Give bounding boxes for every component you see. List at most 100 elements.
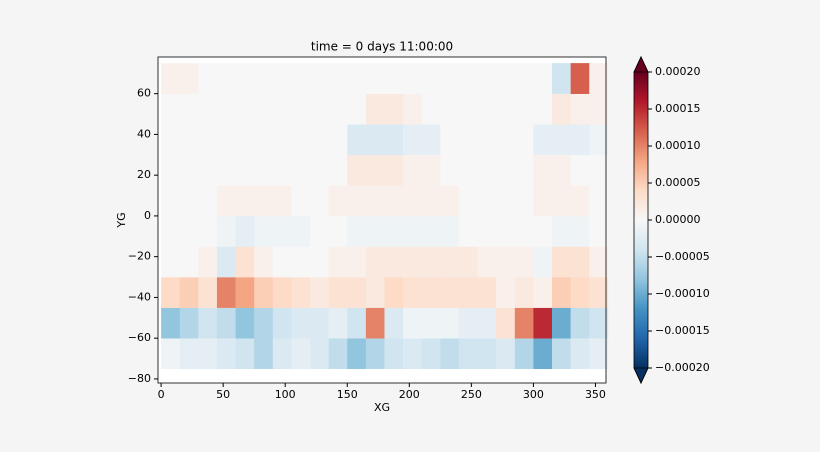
heat-cell (458, 338, 478, 370)
heat-cell (440, 338, 460, 370)
heat-cell (291, 338, 311, 370)
heat-cell (384, 277, 404, 308)
heat-cell (570, 93, 590, 125)
y-tick-label: −80 (128, 372, 151, 385)
heat-cell (328, 246, 348, 278)
heat-cell (198, 154, 218, 186)
heat-cell (496, 277, 516, 308)
heat-cell (570, 185, 590, 217)
heat-cell (514, 154, 534, 186)
heat-cell (179, 338, 199, 370)
heat-cell (235, 154, 255, 186)
heat-cell (198, 338, 218, 370)
heat-cell (198, 63, 218, 94)
heat-cell (458, 93, 478, 125)
heat-cell (198, 93, 218, 125)
heat-cell (216, 215, 236, 247)
heat-cell (570, 215, 590, 247)
heat-cell (421, 154, 441, 186)
x-tick-label: 0 (158, 388, 165, 401)
heat-cell (291, 93, 311, 125)
heat-cell (458, 277, 478, 308)
heat-cell (365, 246, 385, 278)
heat-cell (533, 215, 553, 247)
heat-cell (514, 307, 534, 339)
heat-cell (291, 154, 311, 186)
heat-cell (403, 215, 423, 247)
heat-cell (589, 124, 609, 156)
heat-cell (496, 215, 516, 247)
x-tick-label: 100 (275, 388, 296, 401)
heat-cell (161, 338, 181, 370)
heat-cell (272, 338, 292, 370)
heat-cell (403, 124, 423, 156)
heat-cell (254, 246, 274, 278)
heat-cell (254, 124, 274, 156)
heat-cell (589, 185, 609, 217)
heat-cell (496, 307, 516, 339)
heat-cell (310, 338, 329, 370)
heat-cell (291, 185, 311, 217)
heat-cell (347, 246, 367, 278)
heat-cell (403, 154, 423, 186)
heat-cell (533, 277, 553, 308)
heat-cell (272, 185, 292, 217)
heat-cell (216, 307, 236, 339)
heat-cell (328, 338, 348, 370)
heat-cell (496, 185, 516, 217)
heat-cell (365, 154, 385, 186)
y-tick-label: 20 (137, 168, 151, 181)
heat-cell (328, 124, 348, 156)
heat-cell (570, 277, 590, 308)
heat-cell (272, 63, 292, 94)
heat-cell (440, 154, 460, 186)
heat-cell (403, 246, 423, 278)
heat-cell (589, 338, 609, 370)
heat-cell (403, 307, 423, 339)
heat-cell (570, 124, 590, 156)
heat-cell (161, 277, 181, 308)
heat-cell (235, 124, 255, 156)
heat-cell (458, 246, 478, 278)
heat-cell (552, 246, 571, 278)
heat-cell (403, 63, 423, 94)
heat-cell (514, 124, 534, 156)
colorbar-tick-label: 0.00020 (655, 65, 701, 78)
heat-cell (179, 124, 199, 156)
heat-cell (216, 154, 236, 186)
heat-cell (235, 63, 255, 94)
heat-cell (347, 277, 367, 308)
heat-cell (440, 124, 460, 156)
chart-title: time = 0 days 11:00:00 (311, 40, 453, 54)
heat-cell (179, 185, 199, 217)
heat-cell (458, 63, 478, 94)
heat-cell (310, 277, 329, 308)
heat-cell (216, 93, 236, 125)
heat-cell (235, 338, 255, 370)
heat-cell (552, 93, 571, 125)
heat-cell (589, 246, 609, 278)
heat-cell (347, 307, 367, 339)
heat-cell (403, 185, 423, 217)
heat-cell (514, 215, 534, 247)
heat-cell (421, 246, 441, 278)
heat-cell (254, 63, 274, 94)
heat-cell (440, 307, 460, 339)
heat-cell (179, 154, 199, 186)
x-tick-label: 150 (337, 388, 358, 401)
heat-cell (440, 63, 460, 94)
heat-cell (458, 124, 478, 156)
heat-cell (384, 307, 404, 339)
heat-cell (533, 154, 553, 186)
heat-cell (347, 154, 367, 186)
heat-cell (477, 338, 497, 370)
heat-cell (477, 246, 497, 278)
heat-cell (421, 215, 441, 247)
heat-cell (179, 246, 199, 278)
heat-cell (310, 246, 329, 278)
heat-cell (254, 185, 274, 217)
heat-cell (403, 93, 423, 125)
heat-cell (533, 338, 553, 370)
x-axis-label: XG (374, 401, 390, 414)
